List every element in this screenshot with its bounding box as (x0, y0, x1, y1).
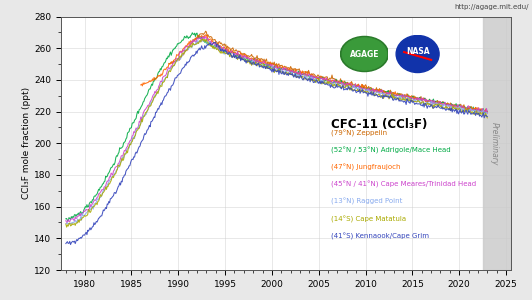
Text: CFC-11 (CCl₃F): CFC-11 (CCl₃F) (331, 118, 427, 131)
Text: (14°S) Cape Matatula: (14°S) Cape Matatula (331, 215, 406, 223)
Y-axis label: CCl₃F mole fraction (ppt): CCl₃F mole fraction (ppt) (22, 87, 31, 199)
Text: (13°N) Ragged Point: (13°N) Ragged Point (331, 198, 402, 206)
Text: (52°N / 53°N) Adrigole/Mace Head: (52°N / 53°N) Adrigole/Mace Head (331, 146, 451, 154)
Text: (41°S) Kennaook/Cape Grim: (41°S) Kennaook/Cape Grim (331, 233, 429, 240)
Circle shape (396, 35, 439, 73)
Text: AGAGE: AGAGE (350, 50, 379, 58)
Ellipse shape (340, 37, 388, 72)
Text: (45°N / 41°N) Cape Meares/Trinidad Head: (45°N / 41°N) Cape Meares/Trinidad Head (331, 181, 476, 188)
Ellipse shape (342, 38, 387, 70)
Text: NASA: NASA (406, 46, 429, 56)
Text: (47°N) Jungfraujoch: (47°N) Jungfraujoch (331, 164, 401, 171)
Text: Preliminary: Preliminary (489, 122, 498, 165)
Bar (483, 16, 511, 270)
Text: http://agage.mit.edu/: http://agage.mit.edu/ (455, 4, 529, 10)
Text: (79°N) Zeppelin: (79°N) Zeppelin (331, 129, 387, 137)
